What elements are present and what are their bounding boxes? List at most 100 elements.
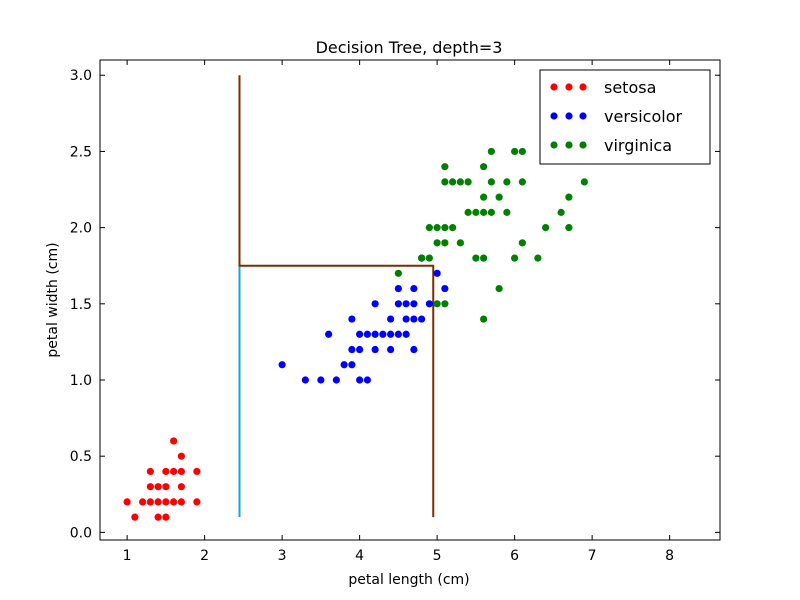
x-tick-label: 4 — [355, 548, 364, 564]
point-setosa — [193, 467, 201, 476]
point-setosa — [170, 437, 178, 445]
point-virginica — [487, 208, 495, 216]
point-virginica — [464, 178, 472, 186]
point-virginica — [580, 178, 588, 186]
axis-ticks: 1 2 3 4 5 6 7 8 0.0 0.5 1.0 1.5 2.0 2.5 3.0 — [70, 60, 720, 564]
point-virginica — [456, 178, 464, 186]
point-virginica — [441, 300, 449, 308]
x-tick-label: 2 — [200, 548, 209, 564]
point-versicolor — [394, 284, 402, 293]
point-setosa — [170, 498, 178, 506]
point-versicolor — [394, 330, 402, 338]
point-versicolor — [387, 330, 395, 338]
point-versicolor — [387, 345, 395, 354]
point-versicolor — [278, 361, 286, 369]
point-virginica — [441, 239, 449, 247]
point-virginica — [480, 163, 488, 171]
legend-marker-virginica — [565, 141, 573, 149]
y-tick-label: 2.0 — [70, 221, 92, 237]
point-virginica — [511, 147, 519, 156]
point-versicolor — [356, 330, 364, 338]
point-virginica — [495, 193, 503, 201]
point-setosa — [131, 513, 139, 521]
point-virginica — [480, 193, 488, 201]
legend-marker-virginica — [579, 141, 587, 149]
point-setosa — [170, 467, 178, 476]
point-virginica — [487, 147, 495, 156]
point-versicolor — [418, 315, 426, 323]
point-versicolor — [363, 330, 371, 338]
point-virginica — [480, 254, 488, 262]
x-axis-label: petal length (cm) — [348, 572, 469, 588]
legend-label-versicolor: versicolor — [604, 107, 682, 126]
legend-marker-setosa — [579, 83, 587, 91]
point-versicolor — [340, 361, 348, 369]
legend-marker-versicolor — [565, 112, 573, 120]
point-setosa — [162, 513, 170, 521]
scatter-points — [123, 147, 588, 521]
y-tick-label: 0.0 — [70, 525, 92, 541]
point-setosa — [162, 483, 170, 491]
point-virginica — [433, 300, 441, 308]
legend-marker-versicolor — [550, 112, 558, 120]
point-virginica — [441, 178, 449, 186]
decision-boundary-line — [238, 75, 435, 518]
point-virginica — [433, 224, 441, 232]
point-virginica — [449, 224, 457, 232]
x-tick-label: 7 — [588, 548, 597, 564]
point-setosa — [162, 467, 170, 476]
legend-marker-virginica — [550, 141, 558, 149]
legend-marker-setosa — [550, 83, 558, 91]
point-virginica — [534, 254, 542, 262]
point-versicolor — [356, 345, 364, 354]
point-virginica — [433, 239, 441, 247]
point-virginica — [565, 224, 573, 232]
point-versicolor — [410, 315, 418, 323]
point-setosa — [146, 498, 154, 506]
point-setosa — [177, 452, 185, 460]
point-versicolor — [410, 300, 418, 308]
point-setosa — [154, 483, 162, 491]
point-versicolor — [410, 284, 418, 293]
point-setosa — [154, 498, 162, 506]
point-setosa — [146, 483, 154, 491]
point-virginica — [518, 239, 526, 247]
point-virginica — [464, 208, 472, 216]
point-virginica — [394, 269, 402, 277]
point-versicolor — [332, 376, 340, 384]
point-virginica — [418, 254, 426, 262]
chart-title: Decision Tree, depth=3 — [316, 38, 503, 57]
legend: setosa versicolor virginica — [539, 69, 711, 165]
point-virginica — [449, 178, 457, 186]
point-virginica — [480, 315, 488, 323]
point-versicolor — [363, 376, 371, 384]
point-versicolor — [402, 300, 410, 308]
point-versicolor — [348, 345, 356, 354]
x-tick-label: 3 — [278, 548, 287, 564]
point-setosa — [193, 498, 201, 506]
point-virginica — [495, 284, 503, 293]
legend-label-setosa: setosa — [604, 78, 656, 97]
point-versicolor — [325, 330, 333, 338]
point-virginica — [441, 224, 449, 232]
point-versicolor — [425, 300, 433, 308]
point-versicolor — [356, 376, 364, 384]
point-virginica — [503, 178, 511, 186]
point-setosa — [162, 498, 170, 506]
point-versicolor — [433, 269, 441, 277]
point-versicolor — [379, 330, 387, 338]
point-versicolor — [441, 284, 449, 293]
point-setosa — [139, 498, 147, 506]
point-virginica — [518, 178, 526, 186]
point-virginica — [441, 163, 449, 171]
point-setosa — [123, 498, 131, 506]
point-virginica — [557, 208, 565, 216]
x-tick-label: 8 — [665, 548, 674, 564]
point-versicolor — [317, 376, 325, 384]
point-virginica — [425, 224, 433, 232]
point-versicolor — [394, 300, 402, 308]
legend-label-virginica: virginica — [604, 136, 672, 155]
point-setosa — [177, 483, 185, 491]
point-versicolor — [402, 315, 410, 323]
